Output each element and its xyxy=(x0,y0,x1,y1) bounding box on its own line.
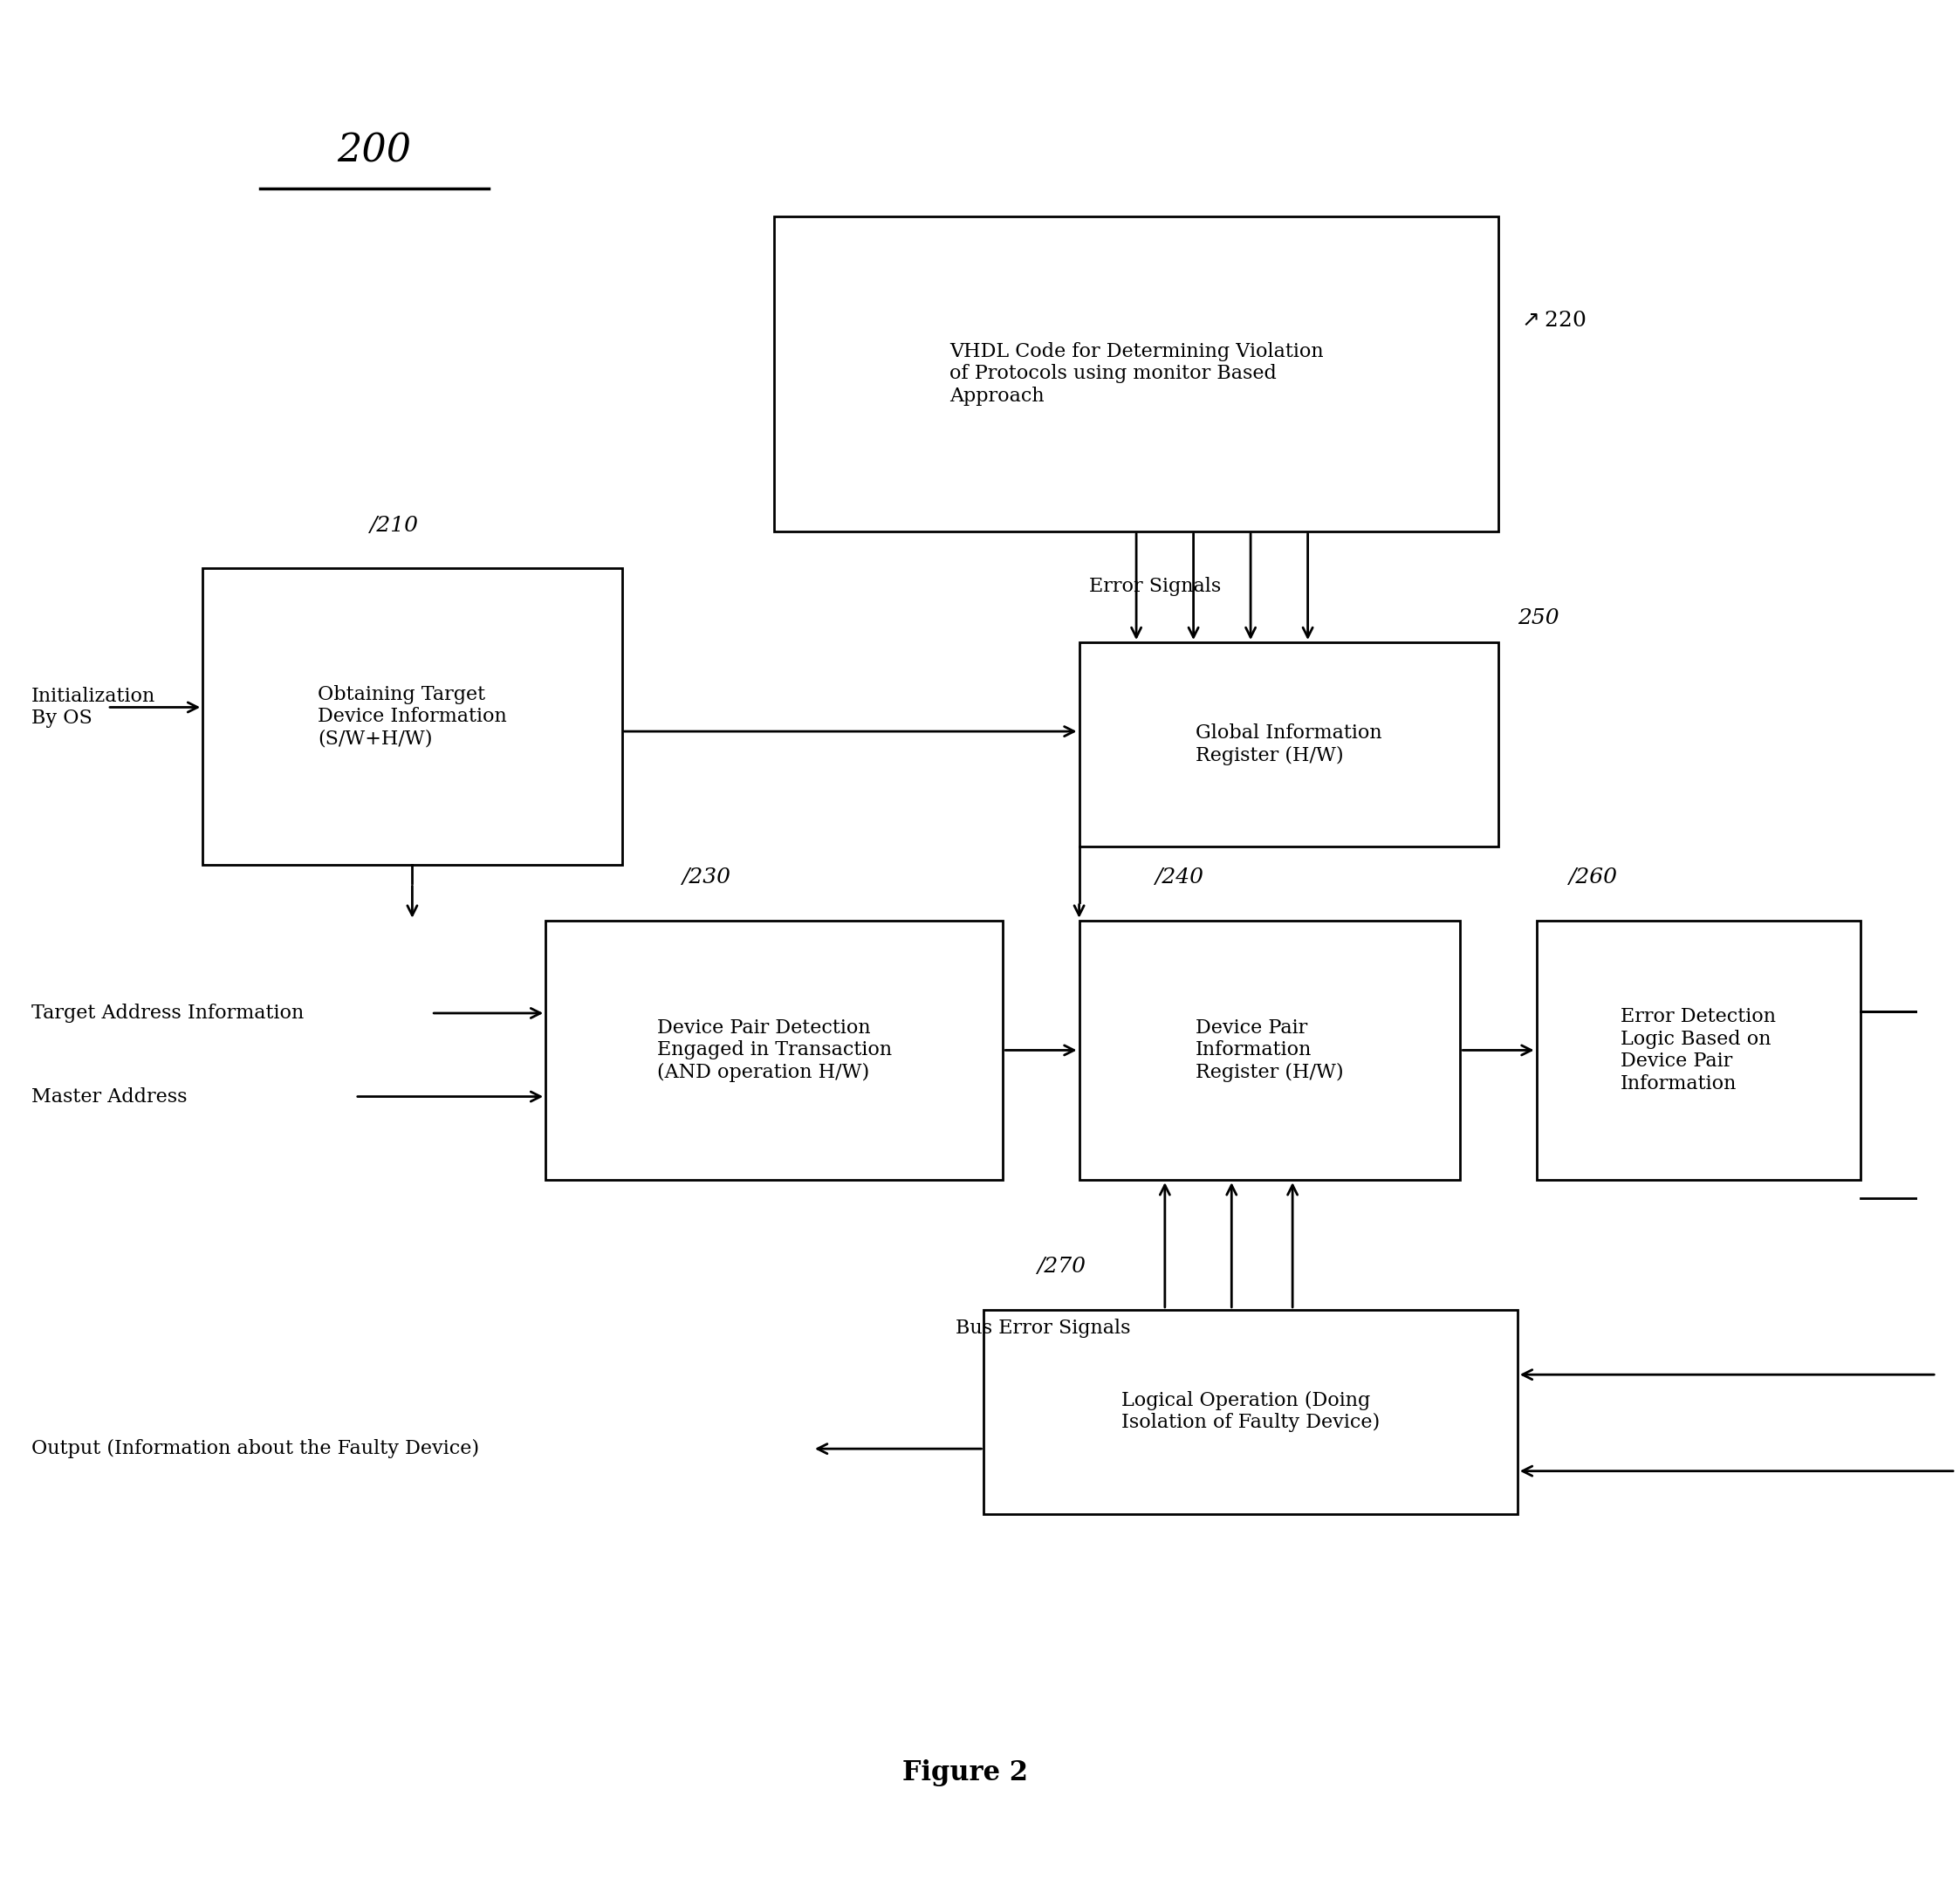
Text: Figure 2: Figure 2 xyxy=(902,1760,1027,1786)
Text: Device Pair Detection
Engaged in Transaction
(AND operation H/W): Device Pair Detection Engaged in Transac… xyxy=(657,1018,892,1082)
Text: /230: /230 xyxy=(682,868,731,888)
Text: Output (Information about the Faulty Device): Output (Information about the Faulty Dev… xyxy=(31,1439,478,1459)
FancyBboxPatch shape xyxy=(1080,642,1497,847)
Text: $\nearrow$220: $\nearrow$220 xyxy=(1517,310,1586,331)
Text: Obtaining Target
Device Information
(S/W+H/W): Obtaining Target Device Information (S/W… xyxy=(318,685,508,747)
Text: /270: /270 xyxy=(1037,1256,1086,1277)
FancyBboxPatch shape xyxy=(1080,920,1460,1179)
Text: Target Address Information: Target Address Information xyxy=(31,1003,304,1024)
Text: Error Signals: Error Signals xyxy=(1088,577,1221,595)
FancyBboxPatch shape xyxy=(545,920,1004,1179)
Text: Master Address: Master Address xyxy=(31,1087,186,1106)
FancyBboxPatch shape xyxy=(984,1309,1517,1514)
FancyBboxPatch shape xyxy=(1537,920,1860,1179)
Text: /260: /260 xyxy=(1568,868,1617,888)
FancyBboxPatch shape xyxy=(202,569,621,866)
Text: Logical Operation (Doing
Isolation of Faulty Device): Logical Operation (Doing Isolation of Fa… xyxy=(1121,1392,1380,1433)
Text: Bus Error Signals: Bus Error Signals xyxy=(955,1318,1131,1339)
Text: /240: /240 xyxy=(1154,868,1203,888)
FancyBboxPatch shape xyxy=(774,216,1497,531)
Text: Global Information
Register (H/W): Global Information Register (H/W) xyxy=(1196,723,1382,764)
Text: VHDL Code for Determining Violation
of Protocols using monitor Based
Approach: VHDL Code for Determining Violation of P… xyxy=(949,342,1323,406)
Text: Initialization
By OS: Initialization By OS xyxy=(31,687,155,729)
Text: Device Pair
Information
Register (H/W): Device Pair Information Register (H/W) xyxy=(1196,1018,1345,1082)
Text: 250: 250 xyxy=(1517,608,1558,629)
Text: /210: /210 xyxy=(370,515,419,535)
Text: 200: 200 xyxy=(337,131,412,171)
Text: Error Detection
Logic Based on
Device Pair
Information: Error Detection Logic Based on Device Pa… xyxy=(1621,1007,1776,1093)
